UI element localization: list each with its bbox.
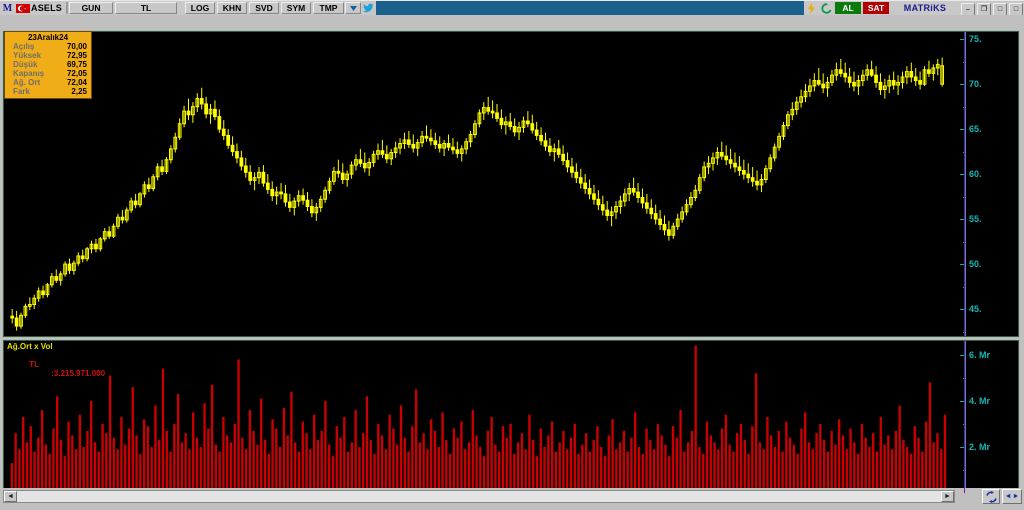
price-axis-line bbox=[965, 32, 966, 336]
info-row-open: Açılış 70,00 bbox=[7, 42, 89, 51]
info-close-key: Kapanış bbox=[13, 69, 45, 78]
price-chart-panel[interactable]: 75. 70. 65. 60. 55. 50. 45. bbox=[2, 30, 1020, 338]
volume-chart-panel[interactable]: Ağ.Ort x Vol TL :3.215.971.000 6. Mr 4. M… bbox=[2, 339, 1020, 498]
price-plot-area[interactable] bbox=[4, 32, 956, 336]
volume-tick bbox=[960, 400, 966, 402]
symbol-label[interactable]: ASELS bbox=[31, 3, 63, 13]
sym-button[interactable]: SYM bbox=[281, 2, 312, 14]
info-row-close: Kapanış 72,05 bbox=[7, 69, 89, 78]
volume-indicator-label: Ağ.Ort x Vol bbox=[7, 342, 53, 351]
currency-tl-button[interactable]: TL bbox=[115, 2, 178, 14]
scroll-left-button[interactable]: ◄ bbox=[4, 491, 17, 502]
price-tick-label: 75. bbox=[969, 34, 982, 45]
info-low-key: Düşük bbox=[13, 60, 38, 69]
sell-button[interactable]: SAT bbox=[863, 2, 889, 14]
volume-axis-line bbox=[965, 341, 966, 493]
info-change-key: Fark bbox=[13, 87, 30, 96]
info-high-key: Yüksek bbox=[13, 51, 42, 60]
buy-button[interactable]: AL bbox=[835, 2, 861, 14]
info-change-value: 2,25 bbox=[71, 87, 87, 96]
turkish-flag-icon bbox=[15, 1, 31, 15]
bottom-strip: ◄ ► ◄ ► bbox=[0, 488, 1024, 510]
price-axis[interactable]: 75. 70. 65. 60. 55. 50. 45. bbox=[956, 32, 1018, 336]
khn-button[interactable]: KHN bbox=[217, 2, 248, 14]
chart-frame: 75. 70. 65. 60. 55. 50. 45. 23Aralık24 Açılış … bbox=[0, 15, 1024, 507]
price-tick bbox=[960, 174, 966, 176]
svd-button[interactable]: SVD bbox=[249, 2, 280, 14]
matriks-logo-icon: M bbox=[2, 2, 13, 14]
volume-currency-label: TL bbox=[29, 360, 40, 369]
volume-value-row: TL :3.215.971.000 bbox=[7, 351, 105, 387]
price-tick-label: 60. bbox=[969, 169, 982, 180]
price-tick-label: 70. bbox=[969, 79, 982, 90]
period-gun-button[interactable]: GUN bbox=[69, 2, 114, 14]
toolbar-right-group: AL SAT MATRiKS – ❐ □ □ bbox=[804, 1, 1024, 16]
volume-total-value: :3.215.971.000 bbox=[51, 369, 106, 378]
toolbar-filler bbox=[376, 1, 804, 15]
info-date-label: 23Aralık24 bbox=[27, 33, 69, 42]
info-open-value: 70,00 bbox=[66, 42, 87, 51]
horizontal-scrollbar[interactable]: ◄ ► bbox=[3, 490, 955, 503]
ohlc-info-box: 23Aralık24 Açılış 70,00 Yüksek 72,95 Düş… bbox=[4, 31, 92, 99]
volume-tick-label: 6. Mr bbox=[969, 349, 991, 360]
volume-tick bbox=[960, 446, 966, 448]
price-tick-label: 55. bbox=[969, 214, 982, 225]
price-tick bbox=[960, 84, 966, 86]
volume-header: Ağ.Ort x Vol TL :3.215.971.000 bbox=[7, 342, 105, 387]
volume-tick-label: 4. Mr bbox=[969, 395, 991, 406]
info-low-value: 69,75 bbox=[66, 60, 87, 69]
twitter-bird-icon[interactable] bbox=[361, 1, 376, 15]
info-row-change: Fark 2,25 bbox=[7, 87, 89, 96]
nav-left-icon[interactable]: ◄ bbox=[1004, 493, 1012, 500]
info-high-value: 72,95 bbox=[66, 51, 87, 60]
refresh-icon[interactable] bbox=[819, 1, 834, 15]
price-tick-label: 50. bbox=[969, 259, 982, 270]
info-row-high: Yüksek 72,95 bbox=[7, 51, 89, 60]
volume-tick-label: 2. Mr bbox=[969, 441, 991, 452]
refresh-sync-icon[interactable] bbox=[982, 489, 1000, 504]
info-vwap-key: Ağ. Ort bbox=[13, 78, 41, 87]
price-tick bbox=[960, 39, 966, 41]
nav-right-icon[interactable]: ► bbox=[1012, 493, 1020, 500]
price-tick bbox=[960, 264, 966, 266]
top-toolbar: M ASELS GUN TL LOG KHN SVD SYM TMP bbox=[0, 0, 1024, 16]
volume-plot-area[interactable] bbox=[4, 341, 956, 493]
info-row-vwap: Ağ. Ort 72,04 bbox=[7, 78, 89, 87]
toolbar-divider bbox=[66, 2, 69, 14]
price-tick bbox=[960, 219, 966, 221]
price-tick bbox=[960, 309, 966, 311]
vertical-cursor-line bbox=[964, 32, 966, 336]
chart-nav-buttons[interactable]: ◄ ► bbox=[1002, 489, 1022, 504]
matriks-brand-label: MATRiKS bbox=[890, 1, 960, 15]
volume-vertical-cursor-line bbox=[964, 341, 966, 493]
info-close-value: 72,05 bbox=[66, 69, 87, 78]
info-row-low: Düşük 69,75 bbox=[7, 60, 89, 69]
price-tick-label: 45. bbox=[969, 304, 982, 315]
volume-axis[interactable]: 6. Mr4. Mr2. Mr0 bbox=[956, 341, 1018, 498]
info-open-key: Açılış bbox=[13, 42, 35, 51]
chevron-down-icon[interactable] bbox=[345, 2, 362, 14]
lightning-bolt-icon[interactable] bbox=[804, 1, 819, 15]
toolbar-spacer bbox=[178, 1, 184, 15]
tmp-button[interactable]: TMP bbox=[313, 2, 345, 14]
volume-tick bbox=[960, 354, 966, 356]
price-tick-label: 65. bbox=[969, 124, 982, 135]
scale-log-button[interactable]: LOG bbox=[185, 2, 216, 14]
window-minimize-button[interactable]: – bbox=[961, 3, 975, 16]
info-vwap-value: 72,04 bbox=[66, 78, 87, 87]
scroll-right-button[interactable]: ► bbox=[941, 491, 954, 502]
price-tick bbox=[960, 129, 966, 131]
